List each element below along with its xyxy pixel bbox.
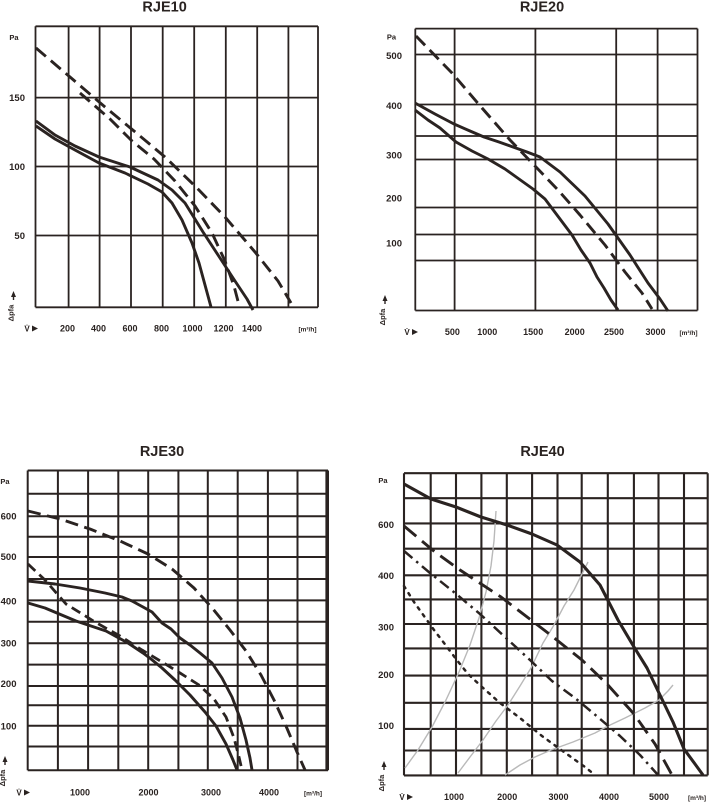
svg-text:200: 200: [1, 679, 17, 690]
svg-text:400: 400: [1, 596, 17, 607]
svg-text:400: 400: [91, 324, 106, 334]
svg-text:[m³/h]: [m³/h]: [298, 327, 316, 334]
svg-text:RJE40: RJE40: [520, 444, 564, 460]
svg-text:V̇: V̇: [16, 789, 22, 798]
svg-text:Δpfa: Δpfa: [378, 308, 387, 325]
svg-text:300: 300: [1, 639, 17, 650]
svg-text:Pa: Pa: [9, 33, 19, 42]
svg-text:50: 50: [14, 231, 25, 242]
svg-text:500: 500: [386, 51, 402, 62]
svg-text:1400: 1400: [242, 324, 262, 334]
svg-text:200: 200: [60, 324, 75, 334]
svg-text:400: 400: [378, 571, 394, 582]
svg-text:5000: 5000: [649, 792, 669, 802]
svg-text:RJE20: RJE20: [520, 0, 564, 16]
svg-text:500: 500: [445, 327, 460, 337]
svg-text:600: 600: [1, 512, 17, 523]
svg-text:2500: 2500: [604, 327, 624, 337]
svg-text:4000: 4000: [599, 792, 619, 802]
svg-text:V̇: V̇: [399, 793, 405, 802]
svg-text:V̇: V̇: [404, 328, 410, 337]
svg-text:400: 400: [386, 101, 402, 112]
svg-text:3000: 3000: [645, 327, 665, 337]
svg-text:RJE30: RJE30: [140, 444, 184, 460]
svg-text:[m³/h]: [m³/h]: [304, 791, 322, 798]
svg-text:2000: 2000: [565, 327, 585, 337]
svg-text:600: 600: [122, 324, 137, 334]
svg-text:[m³/h]: [m³/h]: [688, 795, 706, 802]
svg-text:[m³/h]: [m³/h]: [679, 330, 697, 337]
svg-text:1000: 1000: [444, 792, 464, 802]
svg-text:1000: 1000: [477, 327, 497, 337]
svg-text:Pa: Pa: [387, 33, 397, 42]
svg-text:Δpfa: Δpfa: [377, 774, 386, 791]
svg-text:3000: 3000: [201, 788, 221, 798]
svg-text:200: 200: [386, 194, 402, 205]
svg-text:500: 500: [1, 552, 17, 563]
svg-text:V̇: V̇: [24, 325, 30, 334]
svg-text:150: 150: [9, 93, 25, 104]
svg-text:Δpfa: Δpfa: [7, 304, 16, 321]
svg-text:1500: 1500: [523, 327, 543, 337]
svg-text:Δpfa: Δpfa: [0, 769, 7, 786]
svg-text:2000: 2000: [138, 788, 158, 798]
svg-text:300: 300: [378, 623, 394, 634]
svg-text:1000: 1000: [70, 788, 90, 798]
svg-text:100: 100: [386, 238, 402, 249]
svg-text:RJE10: RJE10: [142, 0, 186, 16]
svg-text:100: 100: [1, 722, 17, 733]
svg-text:600: 600: [378, 520, 394, 531]
svg-text:1200: 1200: [213, 324, 233, 334]
svg-text:100: 100: [378, 721, 394, 732]
svg-text:200: 200: [378, 670, 394, 681]
svg-text:3000: 3000: [548, 792, 568, 802]
svg-text:1000: 1000: [182, 324, 202, 334]
svg-text:800: 800: [154, 324, 169, 334]
svg-text:Pa: Pa: [378, 476, 388, 485]
svg-text:Pa: Pa: [0, 477, 10, 486]
svg-text:4000: 4000: [259, 788, 279, 798]
svg-text:2000: 2000: [497, 792, 517, 802]
svg-text:100: 100: [9, 162, 25, 173]
svg-text:300: 300: [386, 151, 402, 162]
